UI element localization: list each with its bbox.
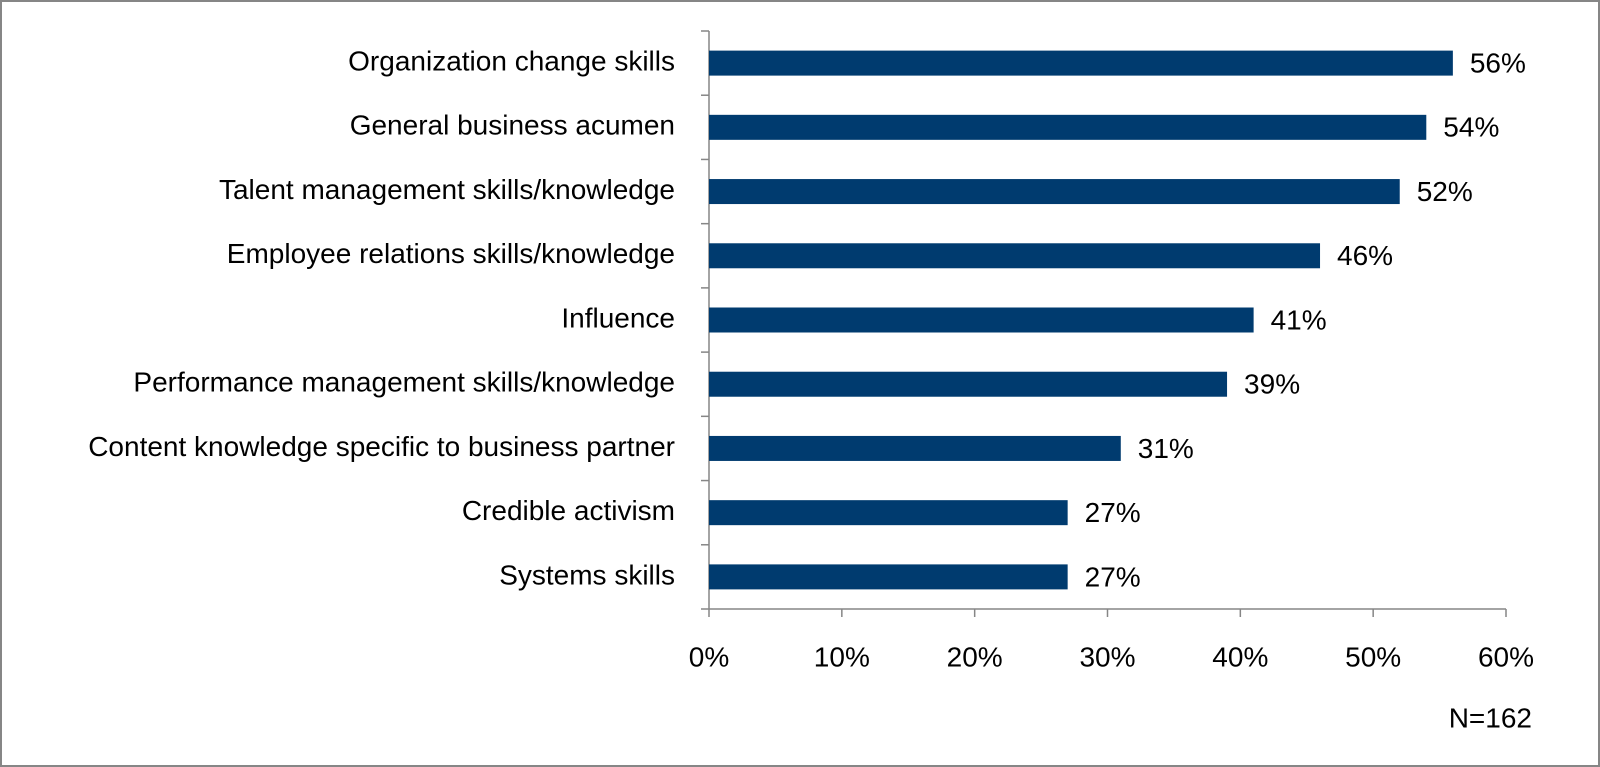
bar [709,243,1321,269]
value-label: 41% [1271,304,1327,335]
x-tick-label: 0% [689,641,729,672]
value-label: 46% [1337,240,1393,271]
bar [709,179,1400,205]
y-tick-label: Organization change skills [348,46,675,77]
bar [709,50,1453,76]
y-tick-label: Credible activism [462,495,675,526]
x-tick-label: 60% [1478,641,1534,672]
y-tick-label: Talent management skills/knowledge [219,174,675,205]
y-tick-label: Influence [561,302,675,333]
bar [709,371,1228,397]
y-tick-label: General business acumen [350,110,675,141]
bar [709,435,1121,461]
note: N=162 [1449,702,1532,733]
value-label: 27% [1085,561,1141,592]
value-label: 31% [1138,433,1194,464]
x-tick-label: 40% [1212,641,1268,672]
value-label: 52% [1417,176,1473,207]
y-tick-label: Systems skills [499,559,675,590]
y-tick-label: Employee relations skills/knowledge [227,238,675,269]
x-tick-label: 20% [947,641,1003,672]
value-label: 27% [1085,497,1141,528]
bar [709,307,1254,333]
x-tick-label: 10% [814,641,870,672]
value-label: 54% [1443,112,1499,143]
value-label: 56% [1470,48,1526,79]
bar [709,564,1068,590]
x-tick-label: 50% [1345,641,1401,672]
y-tick-label: Performance management skills/knowledge [133,367,675,398]
bar [709,500,1068,526]
y-tick-label: Content knowledge specific to business p… [88,431,675,462]
value-label: 39% [1244,369,1300,400]
bar [709,114,1427,140]
x-tick-label: 30% [1079,641,1135,672]
